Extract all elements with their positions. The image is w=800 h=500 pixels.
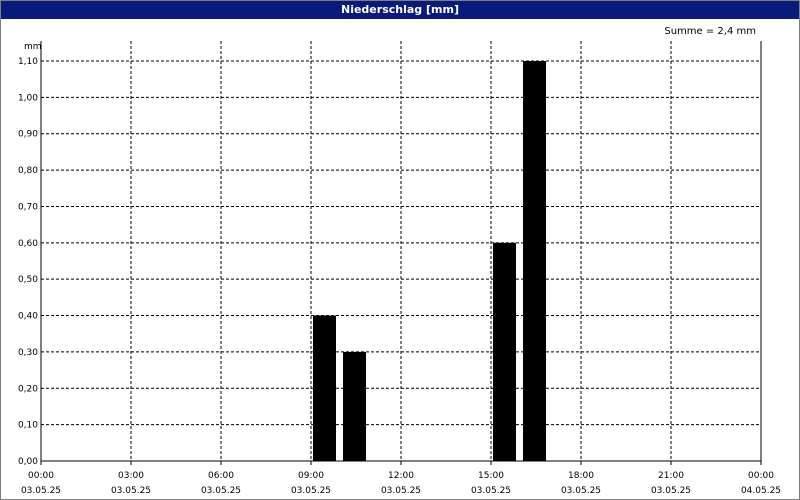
y-tick-label: 1,00: [18, 93, 38, 103]
y-tick-label: 0,60: [18, 239, 38, 249]
x-tick-date: 03.05.25: [561, 486, 601, 496]
y-tick-label: 1,10: [18, 57, 38, 67]
y-tick-label: 0,80: [18, 166, 38, 176]
precipitation-bar: [493, 242, 516, 461]
x-tick-date: 03.05.25: [21, 486, 61, 496]
x-tick-time: 18:00: [568, 471, 594, 481]
window-title: Niederschlag [mm]: [1, 1, 799, 19]
x-tick-date: 03.05.25: [651, 486, 691, 496]
precipitation-bar: [523, 61, 546, 461]
x-tick-time: 00:00: [748, 471, 774, 481]
precipitation-bar: [313, 315, 336, 461]
x-tick-time: 06:00: [208, 471, 234, 481]
x-tick-time: 00:00: [28, 471, 54, 481]
x-tick-time: 15:00: [478, 471, 504, 481]
y-axis-unit: mm: [24, 42, 42, 52]
x-tick-date: 04.05.25: [741, 486, 781, 496]
y-tick-label: 0,40: [18, 312, 38, 322]
y-tick-label: 0,00: [18, 457, 38, 467]
sum-label: Summe = 2,4 mm: [664, 26, 756, 37]
y-tick-label: 0,50: [18, 275, 38, 285]
y-tick-label: 0,20: [18, 384, 38, 394]
precipitation-bar: [343, 351, 366, 461]
x-tick-date: 03.05.25: [201, 486, 241, 496]
y-tick-label: 0,10: [18, 421, 38, 431]
x-tick-time: 09:00: [298, 471, 324, 481]
x-tick-date: 03.05.25: [471, 486, 511, 496]
x-tick-date: 03.05.25: [291, 486, 331, 496]
x-tick-date: 03.05.25: [111, 486, 151, 496]
x-tick-date: 03.05.25: [381, 486, 421, 496]
y-tick-label: 0,90: [18, 130, 38, 140]
y-tick-label: 0,30: [18, 348, 38, 358]
x-tick-time: 21:00: [658, 471, 684, 481]
x-tick-time: 12:00: [388, 471, 414, 481]
y-tick-label: 0,70: [18, 202, 38, 212]
x-tick-time: 03:00: [118, 471, 144, 481]
